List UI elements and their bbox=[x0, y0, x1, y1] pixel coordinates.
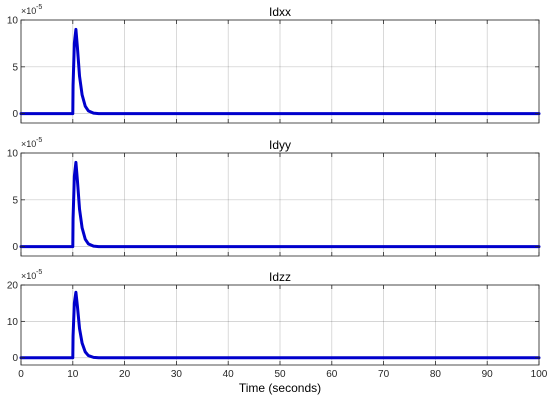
y-tick-label: 10 bbox=[7, 16, 19, 27]
series-line bbox=[19, 290, 541, 360]
y-exponent-power: -5 bbox=[36, 137, 42, 144]
y-tick-label: 20 bbox=[7, 281, 19, 292]
y-tick-label: 0 bbox=[12, 242, 18, 253]
subplot-idzz: 0 10 20 30 40 50 60 70 80 90 100 0 10 20 Idzz ×10 -5 Time… bbox=[7, 269, 548, 395]
x-tick-label: 70 bbox=[378, 369, 390, 380]
x-tick-label: 10 bbox=[67, 369, 79, 380]
y-exponent-label: ×10 bbox=[21, 271, 36, 281]
subplot-title: Idyy bbox=[269, 138, 291, 152]
plot-area bbox=[21, 285, 539, 365]
subplot-idxx: 0 5 10 Idxx ×10 -5 bbox=[7, 4, 541, 124]
y-exponent-power: -5 bbox=[36, 4, 42, 11]
x-tick-label: 50 bbox=[274, 369, 286, 380]
subplot-title: Idxx bbox=[269, 5, 291, 19]
x-tick-label: 20 bbox=[119, 369, 131, 380]
x-tick-label: 60 bbox=[326, 369, 338, 380]
series-line bbox=[19, 27, 541, 116]
plot-area bbox=[21, 153, 539, 256]
y-tick-label: 10 bbox=[7, 317, 19, 328]
subplot-title: Idzz bbox=[269, 270, 291, 284]
y-tick-label: 0 bbox=[12, 109, 18, 120]
plot-area bbox=[21, 20, 539, 123]
x-tick-label: 80 bbox=[430, 369, 442, 380]
y-tick-label: 0 bbox=[12, 353, 18, 364]
y-tick-label: 5 bbox=[12, 62, 18, 73]
x-tick-label: 30 bbox=[171, 369, 183, 380]
subplot-idyy: 0 5 10 Idyy ×10 -5 bbox=[7, 137, 541, 257]
series-line bbox=[19, 160, 541, 249]
y-exponent-label: ×10 bbox=[21, 139, 36, 149]
y-exponent-power: -5 bbox=[36, 269, 42, 276]
y-tick-label: 10 bbox=[7, 149, 19, 160]
y-tick-label: 5 bbox=[12, 195, 18, 206]
x-axis-label: Time (seconds) bbox=[239, 381, 321, 395]
x-tick-label: 90 bbox=[482, 369, 494, 380]
x-tick-label: 0 bbox=[18, 369, 24, 380]
y-exponent-label: ×10 bbox=[21, 6, 36, 16]
x-tick-label: 40 bbox=[223, 369, 235, 380]
x-tick-label: 100 bbox=[531, 369, 548, 380]
